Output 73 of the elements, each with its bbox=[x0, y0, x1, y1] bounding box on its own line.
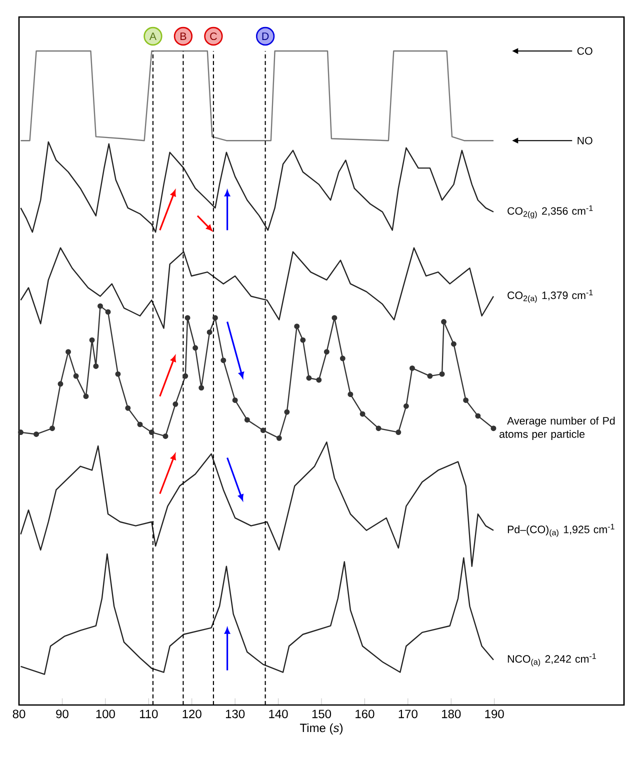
point bbox=[98, 303, 103, 309]
x-tick-label: 160 bbox=[356, 710, 374, 718]
x-tick-label: 100 bbox=[96, 710, 115, 718]
series-label: CO$_{2(g)}$ 2,356 cm$^{-1}$ bbox=[508, 205, 593, 218]
point bbox=[348, 392, 354, 398]
point bbox=[324, 349, 330, 355]
point bbox=[276, 435, 282, 441]
x-tick-label: 120 bbox=[182, 710, 202, 718]
point bbox=[34, 432, 40, 437]
series-label: Average number of Pd atoms per particle bbox=[500, 416, 615, 440]
point bbox=[340, 356, 346, 362]
ref-line-label: A bbox=[149, 32, 156, 40]
x-tick-label: 80 bbox=[12, 710, 26, 718]
point bbox=[212, 315, 218, 321]
point bbox=[300, 337, 306, 343]
x-tick-label: 150 bbox=[312, 710, 332, 718]
point bbox=[410, 365, 415, 371]
point bbox=[58, 381, 64, 387]
point bbox=[115, 371, 121, 377]
point bbox=[172, 401, 178, 407]
point bbox=[396, 430, 402, 436]
point bbox=[105, 309, 111, 315]
point bbox=[73, 373, 79, 379]
point bbox=[182, 373, 188, 379]
point bbox=[244, 417, 250, 423]
point bbox=[439, 371, 445, 377]
x-tick-label: 180 bbox=[442, 710, 461, 718]
point bbox=[137, 422, 143, 428]
point bbox=[450, 341, 456, 347]
point bbox=[232, 398, 238, 403]
point bbox=[198, 385, 204, 391]
point bbox=[220, 358, 226, 364]
point bbox=[148, 430, 154, 436]
point bbox=[403, 403, 409, 409]
point bbox=[125, 405, 131, 411]
point bbox=[463, 398, 469, 403]
x-tick-label: 130 bbox=[226, 710, 245, 718]
ref-line-label: B bbox=[180, 32, 186, 40]
point bbox=[206, 329, 212, 335]
point bbox=[306, 375, 312, 381]
point bbox=[50, 426, 56, 432]
point bbox=[294, 324, 300, 330]
x-tick-label: 90 bbox=[56, 710, 68, 718]
x-tick-label: 140 bbox=[269, 710, 288, 718]
point bbox=[192, 345, 198, 351]
point bbox=[332, 315, 338, 321]
annotation: NO bbox=[578, 136, 592, 144]
ref-line-label: D bbox=[262, 32, 269, 40]
point bbox=[260, 428, 266, 434]
point bbox=[162, 433, 168, 439]
point bbox=[184, 315, 190, 321]
x-axis-title: Time (s) bbox=[300, 723, 343, 735]
series-label: NCO$_{(a)}$ 2,242 cm$^{-1}$ bbox=[508, 653, 596, 666]
point bbox=[18, 430, 24, 436]
x-tick-label: 170 bbox=[398, 710, 418, 718]
point bbox=[83, 394, 89, 400]
point bbox=[93, 364, 99, 369]
x-tick-label: 110 bbox=[140, 710, 158, 718]
x-tick-label: 190 bbox=[485, 710, 504, 718]
point bbox=[316, 377, 322, 383]
point bbox=[89, 337, 95, 343]
annotation: CO bbox=[577, 47, 592, 55]
point bbox=[66, 349, 71, 355]
series-label: Pd–(CO)$_{(a)}$ 1,925 cm$^{-1}$ bbox=[508, 524, 614, 537]
series-label: CO$_{2(a)}$ 1,379 cm$^{-1}$ bbox=[508, 290, 593, 303]
point bbox=[441, 319, 447, 324]
point bbox=[427, 373, 433, 379]
point bbox=[475, 413, 481, 419]
point bbox=[284, 409, 290, 415]
ref-line-label: C bbox=[210, 32, 217, 40]
point bbox=[360, 411, 366, 417]
point bbox=[490, 426, 496, 432]
point bbox=[376, 426, 382, 432]
